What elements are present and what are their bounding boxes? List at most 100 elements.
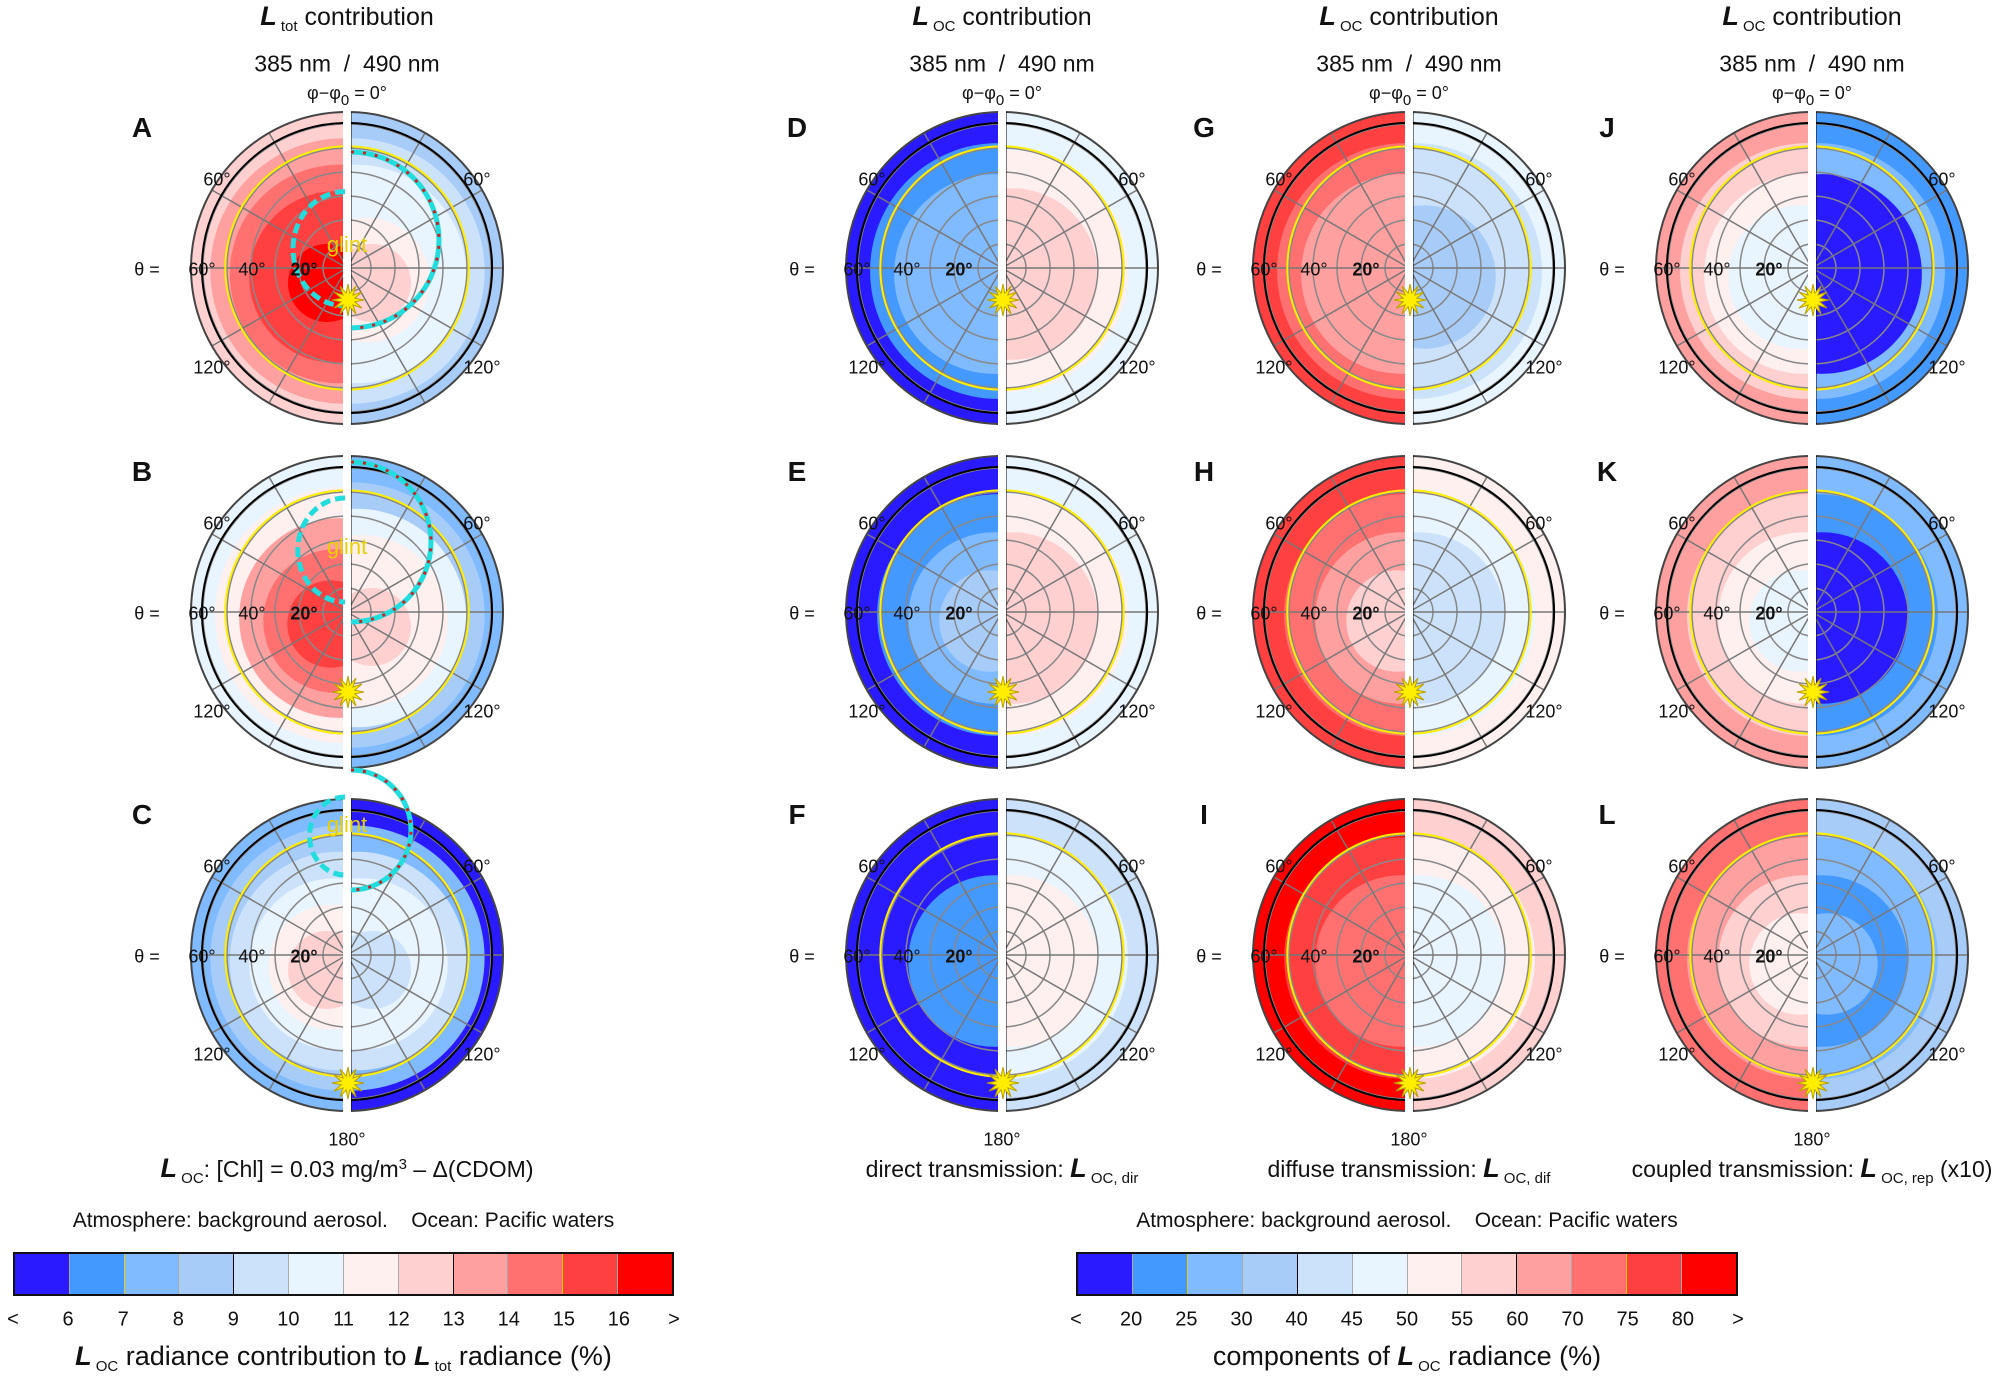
azimuth-120-label-part: 120° xyxy=(463,701,501,722)
colorbar-title-part: L xyxy=(1397,1341,1414,1371)
heat-region xyxy=(351,931,411,1009)
glint-label: glint xyxy=(327,534,367,560)
colorbar-title-part: L xyxy=(75,1341,92,1371)
azimuth-120-label-part: 120° xyxy=(1525,701,1563,722)
azimuth-120-label: 120° xyxy=(848,1045,885,1066)
grid-radial xyxy=(1413,617,1488,748)
sun-icon xyxy=(986,283,1020,317)
panel-caption-part: L xyxy=(1483,1153,1500,1183)
colorbar-title-part: OC xyxy=(91,1358,119,1375)
left-half-G xyxy=(1252,111,1405,425)
outer-edge xyxy=(190,111,343,425)
theta-prefix-label: θ = xyxy=(1196,604,1222,625)
theta-60-label-part: 60° xyxy=(1653,603,1681,624)
column-title-part: OC xyxy=(928,18,956,35)
panel-letter-part: D xyxy=(786,112,808,143)
grid-radial xyxy=(1676,613,1808,691)
outer-edge xyxy=(1655,111,1808,425)
azimuth-120-label: 120° xyxy=(1525,702,1562,723)
grid-radial xyxy=(211,189,343,267)
colorbar-swatch xyxy=(68,1254,124,1294)
azimuth-180-label: 180° xyxy=(1390,1130,1427,1151)
azimuth-120-label-part: 120° xyxy=(193,357,231,378)
theta-20-label-part: 20° xyxy=(945,603,973,624)
contour-line xyxy=(1665,808,1808,1102)
panel-letter: A xyxy=(132,112,152,144)
glint-contour xyxy=(350,149,442,331)
colorbar-tick-label: 70 xyxy=(1561,1309,1583,1332)
colorbar-tick-label-part: > xyxy=(668,1308,680,1331)
theta-40-label: 40° xyxy=(1703,947,1730,968)
glint-label-part: glint xyxy=(326,534,368,559)
colorbar-tick-label: > xyxy=(1732,1309,1744,1332)
theta-60-label-part: 60° xyxy=(1250,259,1278,280)
colorbar-tick-label: 25 xyxy=(1175,1309,1197,1332)
panel-letter: K xyxy=(1597,456,1617,488)
grid-radial xyxy=(1273,189,1405,267)
grid-radial xyxy=(866,189,998,267)
colorbar-title-part: radiance contribution to xyxy=(118,1341,414,1371)
theta-40-label-part: 40° xyxy=(238,259,266,280)
azimuth-zero-label-part: 0 xyxy=(995,92,1005,109)
theta-40-label: 40° xyxy=(893,604,920,625)
grid-radial xyxy=(1733,132,1808,263)
grid-radial xyxy=(1006,476,1081,607)
column-title-part: L xyxy=(1722,1,1739,31)
azimuth-120-label-part: 120° xyxy=(1928,357,1966,378)
azimuth-120-label: 120° xyxy=(193,358,230,379)
panel-letter-part: J xyxy=(1599,112,1615,143)
left-half-A xyxy=(190,111,343,425)
azimuth-60-label-part: 60° xyxy=(203,169,231,190)
theta-20-label: 20° xyxy=(1755,260,1782,281)
colorbar-swatch xyxy=(1571,1254,1627,1294)
contour-line xyxy=(1665,121,1808,415)
theta-20-label: 20° xyxy=(945,604,972,625)
colorbar-tick-label-part: 6 xyxy=(62,1308,74,1331)
contour-line-yellow xyxy=(1816,832,1935,1078)
colorbar-swatch xyxy=(288,1254,343,1294)
colorbar-swatch xyxy=(15,1254,69,1294)
azimuth-120-label-part: 120° xyxy=(463,357,501,378)
azimuth-60-label: 60° xyxy=(1668,857,1695,878)
colorbar-tick-label-part: 80 xyxy=(1671,1308,1694,1331)
azimuth-60-label-part: 60° xyxy=(1668,169,1696,190)
theta-60-label-part: 60° xyxy=(188,946,216,967)
azimuth-120-label: 120° xyxy=(1118,702,1155,723)
contour-line-yellow xyxy=(1006,489,1125,735)
grid-radial xyxy=(923,819,998,950)
colorbar-tick-label-part: 7 xyxy=(117,1308,129,1331)
panel-letter: B xyxy=(132,456,152,488)
azimuth-120-label: 120° xyxy=(848,702,885,723)
grid-radial xyxy=(1413,956,1545,1034)
azimuth-120-label: 120° xyxy=(1525,358,1562,379)
contour-line-yellow xyxy=(1006,145,1125,391)
azimuth-120-label: 120° xyxy=(848,358,885,379)
azimuth-120-label-part: 120° xyxy=(1658,701,1696,722)
column-title: L OC contribution xyxy=(912,1,1091,35)
azimuth-60-label: 60° xyxy=(1265,170,1292,191)
colorbar-swatch xyxy=(1406,1254,1462,1294)
outer-edge xyxy=(1413,111,1566,425)
grid-radial xyxy=(1816,819,1891,950)
grid-radial xyxy=(866,876,998,954)
contour-line xyxy=(1816,465,1959,759)
azimuth-120-label: 120° xyxy=(463,358,500,379)
sun-icon xyxy=(986,1066,1020,1100)
contour-line-yellow xyxy=(224,489,343,735)
outer-edge xyxy=(1006,111,1159,425)
colorbar-swatch xyxy=(123,1254,179,1294)
grid-radial xyxy=(1006,132,1081,263)
azimuth-120-label: 120° xyxy=(1118,358,1155,379)
glint-contour xyxy=(295,495,346,605)
azimuth-120-label-part: 120° xyxy=(1255,701,1293,722)
colorbar-swatch xyxy=(178,1254,234,1294)
grid-radial xyxy=(1273,876,1405,954)
panel-letter-part: C xyxy=(131,799,153,830)
azimuth-120-label-part: 120° xyxy=(1928,701,1966,722)
panel-caption-part: direct transmission: xyxy=(865,1156,1071,1182)
colorbar xyxy=(1076,1252,1738,1296)
polar-panel-K xyxy=(1655,455,1969,769)
theta-prefix-label: θ = xyxy=(134,604,160,625)
azimuth-120-label: 120° xyxy=(1928,702,1965,723)
azimuth-60-label-part: 60° xyxy=(1928,513,1956,534)
